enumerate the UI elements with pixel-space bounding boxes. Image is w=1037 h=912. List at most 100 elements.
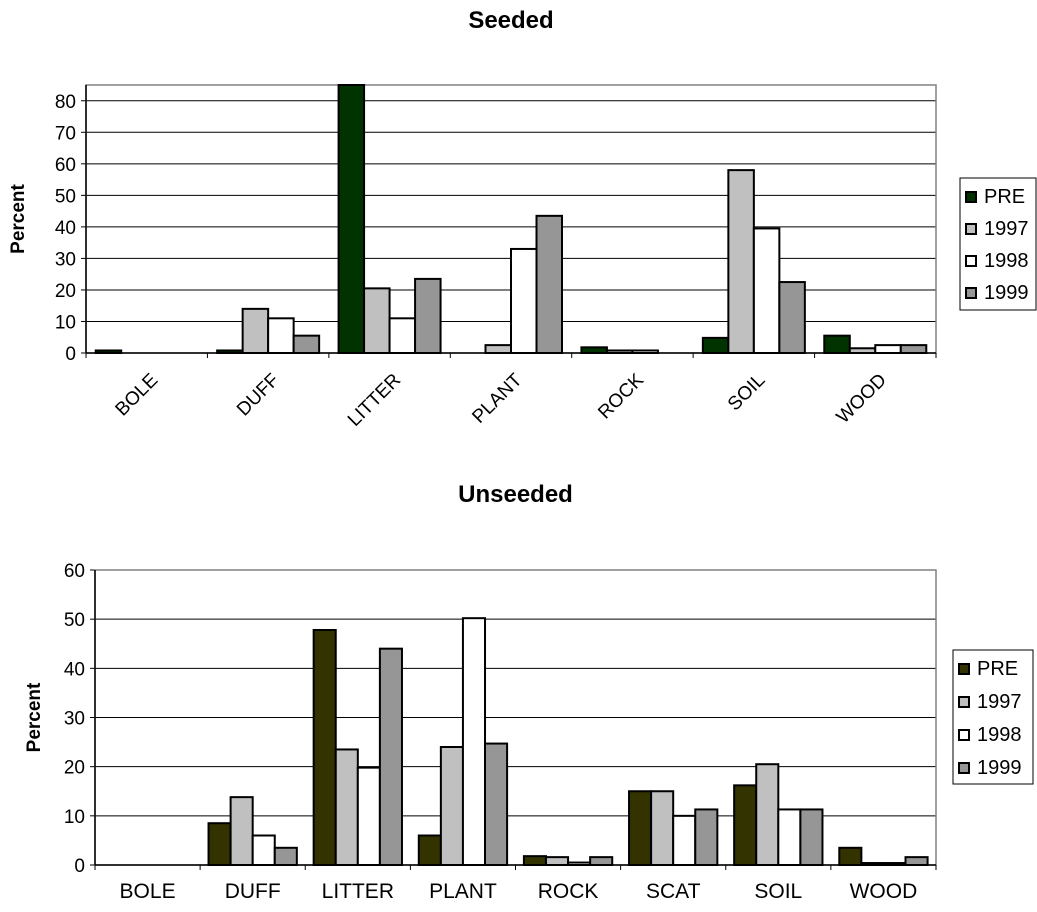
x-tick-label: ROCK xyxy=(538,880,599,903)
bar-1999-duff xyxy=(273,846,298,867)
x-tick-label: WOOD xyxy=(850,880,918,903)
legend: PRE 1997 1998 1999 xyxy=(959,177,1037,311)
bar-1998-soil xyxy=(752,227,781,354)
legend-label: PRE xyxy=(984,186,1025,208)
legend-swatch-1998 xyxy=(965,255,977,267)
x-tick-label: BOLE xyxy=(120,880,176,903)
bar-1999-scat xyxy=(694,808,719,866)
bar-1998-duff xyxy=(267,317,295,355)
x-tick-label: WOOD xyxy=(833,370,891,428)
x-tick-label: LITTER xyxy=(322,880,394,903)
legend-label: 1999 xyxy=(984,282,1029,304)
y-tick-label: 50 xyxy=(64,610,85,631)
bar-1998-litter xyxy=(388,317,417,355)
legend-label: 1997 xyxy=(977,691,1022,713)
bar-pre-rock xyxy=(522,855,547,867)
bar-pre-wood xyxy=(823,334,851,354)
bar-1998-litter xyxy=(356,766,381,867)
y-tick-label: 10 xyxy=(64,807,85,828)
legend-label: 1998 xyxy=(977,724,1022,746)
legend-swatch-1999 xyxy=(958,762,970,774)
legend-swatch-1999 xyxy=(965,287,977,299)
bar-1998-duff xyxy=(251,834,276,866)
x-tick-label: ROCK xyxy=(594,369,648,423)
bar-1998-soil xyxy=(777,808,802,866)
legend: PRE 1997 1998 1999 xyxy=(952,649,1034,785)
y-tick-label: 0 xyxy=(65,344,76,365)
bar-pre-litter xyxy=(312,628,337,866)
bar-pre-soil xyxy=(733,784,758,866)
bar-1999-plant xyxy=(535,214,563,354)
x-tick-label: DUFF xyxy=(225,880,281,903)
x-tick-label: PLANT xyxy=(429,880,497,903)
bar-1997-soil xyxy=(755,763,780,866)
bar-pre-soil xyxy=(701,336,730,354)
bar-1998-plant xyxy=(510,247,538,354)
legend-swatch-pre xyxy=(958,663,970,675)
y-tick-label: 10 xyxy=(55,312,76,333)
bar-pre-scat xyxy=(628,790,653,866)
y-tick-label: 30 xyxy=(55,249,76,270)
x-tick-label: SOIL xyxy=(724,370,769,415)
bar-1997-rock xyxy=(544,856,570,867)
x-tick-label: PLANT xyxy=(468,369,526,427)
bar-1997-soil xyxy=(727,169,755,354)
y-tick-label: 70 xyxy=(55,123,76,144)
bar-pre-wood xyxy=(838,846,863,867)
bar-1997-plant xyxy=(439,746,464,866)
bar-pre-rock xyxy=(580,346,608,355)
legend-label: 1999 xyxy=(977,757,1022,779)
y-tick-label: 20 xyxy=(55,281,76,302)
bar-1999-rock xyxy=(589,856,614,867)
bar-1997-litter xyxy=(334,748,359,866)
y-tick-label: 30 xyxy=(64,709,85,730)
y-axis-label: Percent xyxy=(8,183,29,253)
bar-1999-litter xyxy=(378,647,403,867)
y-tick-label: 60 xyxy=(55,155,76,176)
bar-pre-plant xyxy=(417,834,442,866)
bar-pre-duff xyxy=(207,822,232,866)
bar-1999-wood xyxy=(904,856,929,867)
x-tick-label: DUFF xyxy=(233,370,284,421)
x-tick-label: SOIL xyxy=(754,880,802,903)
legend-swatch-1997 xyxy=(958,696,970,708)
bar-1999-soil xyxy=(778,281,806,355)
legend-swatch-1998 xyxy=(958,729,970,741)
bar-1997-duff xyxy=(241,307,270,355)
chart-seeded: Seeded Percent 0 10 20 30 40 50 60 70 80 BOLE DUFF LI… xyxy=(8,7,1037,431)
legend-swatch-1997 xyxy=(965,223,977,235)
bar-pre-litter xyxy=(337,84,366,354)
bar-1998-scat xyxy=(672,814,697,866)
legend-label: 1998 xyxy=(984,250,1029,272)
bar-1998-wood xyxy=(874,344,902,354)
y-tick-label: 60 xyxy=(64,561,85,582)
bar-1999-soil xyxy=(799,808,824,866)
bar-1997-litter xyxy=(363,287,391,355)
bar-1997-plant xyxy=(484,344,512,354)
chart-title: Unseeded xyxy=(458,481,573,508)
y-axis-label: Percent xyxy=(24,682,45,752)
y-tick-label: 0 xyxy=(74,856,85,877)
y-tick-label: 40 xyxy=(64,659,85,680)
bar-1998-plant xyxy=(461,617,487,867)
legend-label: 1997 xyxy=(984,218,1029,240)
y-tick-label: 80 xyxy=(55,92,76,113)
bar-1999-litter xyxy=(414,277,442,354)
x-tick-label: SCAT xyxy=(646,880,701,903)
bar-1997-scat xyxy=(650,790,675,866)
y-tick-label: 40 xyxy=(55,218,76,239)
x-tick-label: LITTER xyxy=(344,370,405,431)
bar-1999-plant xyxy=(484,742,509,867)
chart-unseeded: Unseeded Percent 0 10 20 30 40 50 60 BOLE DUFF LITT… xyxy=(24,481,1034,903)
x-tick-label: BOLE xyxy=(112,370,163,421)
y-tick-label: 20 xyxy=(64,758,85,779)
chart-title: Seeded xyxy=(468,7,553,34)
y-tick-label: 50 xyxy=(55,186,76,207)
bar-1997-duff xyxy=(229,796,254,867)
bar-1999-duff xyxy=(292,334,321,354)
legend-label: PRE xyxy=(977,658,1018,680)
bar-1999-wood xyxy=(899,344,928,354)
legend-swatch-pre xyxy=(965,191,977,203)
